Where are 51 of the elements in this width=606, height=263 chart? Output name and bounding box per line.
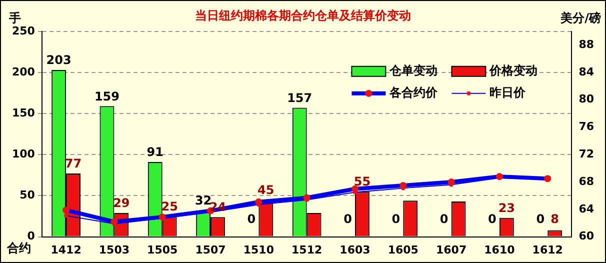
y2-tick-label: 68 bbox=[578, 174, 594, 188]
y2-tick-label: 60 bbox=[578, 230, 594, 243]
data-label: 0 bbox=[344, 212, 352, 226]
x-tick-label: 1507 bbox=[195, 243, 226, 256]
x-tick-label: 1503 bbox=[98, 243, 130, 256]
y2-tick-label: 84 bbox=[578, 65, 594, 78]
y-tick-label: 0 bbox=[27, 230, 36, 243]
data-label: 157 bbox=[287, 90, 312, 105]
data-label: 0 bbox=[536, 212, 545, 226]
data-label: 203 bbox=[46, 53, 72, 68]
data-label: 29 bbox=[113, 196, 130, 210]
x-tick-label: 1610 bbox=[484, 243, 516, 256]
legend-label: 仓单变动 bbox=[388, 64, 438, 78]
y2-tick-label: 76 bbox=[578, 120, 594, 134]
y2-tick-label: 88 bbox=[578, 38, 594, 51]
data-label: 8 bbox=[550, 212, 560, 226]
x-tick-label: 1512 bbox=[292, 243, 322, 256]
data-label: 0 bbox=[392, 212, 400, 226]
legend-label: 价格变动 bbox=[488, 64, 538, 78]
y-axis-title: 手 bbox=[8, 11, 21, 26]
y2-tick-label: 80 bbox=[578, 92, 594, 106]
x-tick-label: 1612 bbox=[532, 243, 563, 256]
x-tick-label: 1605 bbox=[388, 243, 418, 256]
y-tick-label: 50 bbox=[20, 188, 36, 202]
legend-label: 各合约价 bbox=[388, 86, 439, 100]
y2-tick-label: 64 bbox=[578, 202, 594, 216]
data-label: 55 bbox=[354, 174, 371, 189]
y-tick-label: 250 bbox=[12, 24, 36, 38]
data-label: 24 bbox=[209, 200, 226, 214]
y2-axis-title: 美分/磅 bbox=[560, 11, 601, 26]
data-label: 45 bbox=[258, 182, 274, 197]
chart-title: 当日纽约期棉各期合约仓单及结算价变动 bbox=[195, 8, 411, 22]
data-label: 159 bbox=[94, 89, 120, 104]
y2-tick-label: 72 bbox=[578, 148, 594, 160]
x-tick-label: 1505 bbox=[147, 243, 178, 256]
x-tick-label: 1603 bbox=[340, 243, 370, 256]
data-label: 0 bbox=[247, 212, 256, 226]
x-tick-label: 1510 bbox=[243, 243, 274, 256]
data-label: 23 bbox=[498, 201, 516, 216]
data-label: 25 bbox=[161, 199, 178, 214]
y-tick-label: 150 bbox=[12, 106, 36, 120]
data-label: 32 bbox=[194, 194, 212, 208]
data-label: 0 bbox=[440, 212, 448, 226]
data-label: 0 bbox=[488, 212, 496, 226]
y-tick-label: 100 bbox=[12, 148, 36, 160]
x-axis-title: 合约 bbox=[6, 240, 31, 255]
legend-label: 昨日价 bbox=[490, 86, 527, 100]
y-tick-label: 200 bbox=[12, 65, 36, 78]
x-tick-label: 1412 bbox=[50, 243, 82, 256]
data-label: 91 bbox=[146, 145, 164, 160]
x-tick-label: 1607 bbox=[436, 243, 467, 256]
